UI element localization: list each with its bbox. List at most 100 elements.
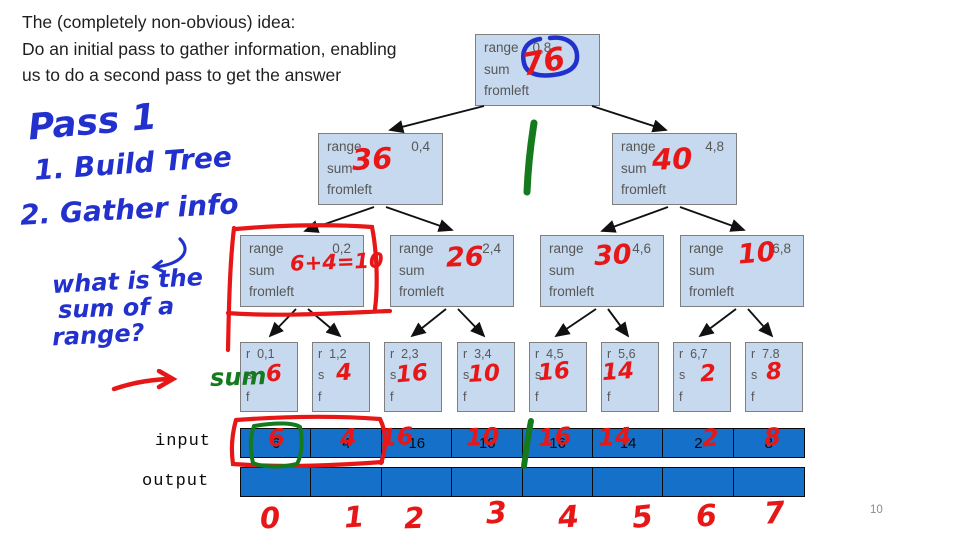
ink-pass1: Pass 1 — [26, 96, 159, 149]
ink-sum-0-2: 6+4=10 — [289, 248, 385, 276]
field-f-label: f — [463, 389, 467, 404]
leaf-node-3-4: r 3,4 s f — [457, 342, 515, 412]
field-fromleft-label: fromleft — [327, 182, 373, 198]
leaf-node-2-3: r 2,3 s f — [384, 342, 442, 412]
leaf-range-value: 6,7 — [690, 347, 708, 361]
leaf-range-value: 5,6 — [618, 347, 636, 361]
field-r-label: r — [318, 347, 323, 361]
ink-input-0: 6 — [266, 423, 286, 453]
output-cell-4 — [521, 467, 594, 497]
field-fromleft-label: fromleft — [399, 284, 445, 300]
ink-step2-gather-info: 2. Gather info — [19, 187, 240, 232]
input-cell-6: 2 — [662, 428, 735, 458]
tree-node-2-4: range 2,4 sum fromleft — [390, 235, 514, 307]
field-range-label: range — [327, 139, 362, 154]
field-fromleft-label: fromleft — [549, 284, 595, 300]
field-sum-label: sum — [327, 160, 353, 176]
ink-sum-0-4: 36 — [351, 140, 394, 178]
output-array-label: output — [142, 472, 210, 491]
tree-node-4-8: range 4,8 sum fromleft — [612, 133, 737, 205]
ink-sum-label: sum — [209, 362, 267, 392]
node-range-value: 2,4 — [482, 241, 501, 256]
field-r-label: r — [246, 347, 251, 361]
title-line-3: us to do a second pass to get the answer — [22, 65, 342, 86]
field-sum-label: sum — [549, 262, 575, 278]
ink-leaf-sum-0: 6 — [265, 360, 283, 388]
green-divider-stroke-tree — [523, 119, 538, 196]
field-r-label: r — [679, 347, 684, 361]
ink-sum-root: 76 — [519, 40, 568, 84]
field-range-label: range — [399, 241, 434, 256]
field-fromleft-label: fromleft — [689, 284, 735, 300]
leaf-range-value: 2,3 — [401, 347, 419, 361]
ink-sum-2-4: 26 — [445, 241, 485, 274]
leaf-range-value: 7.8 — [762, 347, 780, 361]
field-f-label: f — [246, 389, 250, 404]
ink-index-6: 6 — [695, 498, 718, 535]
leaf-range-value: 4,5 — [546, 347, 564, 361]
field-s-label: s — [390, 368, 397, 383]
input-cell-5: 14 — [592, 428, 665, 458]
input-value: 16 — [408, 434, 426, 452]
leaf-range-value: 3,4 — [474, 347, 492, 361]
field-f-label: f — [751, 389, 755, 404]
ink-index-1: 1 — [342, 499, 366, 535]
input-array: 6 4 16 10 16 14 2 8 — [240, 428, 805, 458]
field-s-label: s — [679, 368, 686, 383]
ink-index-2: 2 — [403, 500, 425, 536]
field-sum-label: sum — [689, 262, 715, 278]
node-range-value: 4,6 — [632, 241, 651, 256]
field-s-label: s — [535, 368, 542, 383]
ink-input-7: 8 — [763, 422, 782, 452]
ink-leaf-sum-2: 16 — [394, 359, 430, 389]
ink-sum-4-8: 40 — [651, 141, 693, 177]
input-value: 2 — [694, 434, 703, 452]
field-r-label: r — [535, 347, 540, 361]
ink-input-4: 16 — [537, 421, 573, 453]
field-s-label: s — [463, 368, 470, 383]
field-fromleft-label: fromleft — [484, 83, 530, 99]
leaf-node-1-2: r 1,2 s f — [312, 342, 370, 412]
field-f-label: f — [607, 389, 611, 404]
ink-sum-4-6: 30 — [593, 239, 633, 272]
node-range-value: 0,4 — [411, 139, 430, 154]
ink-input-6: 2 — [701, 423, 720, 453]
input-cell-2: 16 — [380, 428, 453, 458]
ink-leaf-sum-7: 8 — [765, 358, 783, 386]
leaf-node-6-7: r 6,7 s f — [673, 342, 731, 412]
field-f-label: f — [679, 389, 683, 404]
input-value: 16 — [549, 434, 566, 452]
output-cell-1 — [310, 467, 383, 497]
input-cell-3: 10 — [451, 428, 524, 458]
output-cell-2 — [380, 467, 453, 497]
ink-index-0: 0 — [259, 500, 282, 536]
leaf-node-7-8: r 7.8 s f — [745, 342, 803, 412]
ink-leaf-sum-4: 16 — [536, 357, 572, 387]
leaf-range-value: 1,2 — [329, 347, 347, 361]
field-fromleft-label: fromleft — [249, 284, 295, 300]
field-range-label: range — [249, 241, 284, 256]
field-r-label: r — [607, 347, 612, 361]
ink-leaf-sum-1: 4 — [335, 359, 353, 387]
page-number: 10 — [870, 504, 883, 516]
ink-input-2: 16 — [379, 421, 415, 453]
ink-step1-build-tree: 1. Build Tree — [33, 140, 233, 187]
slide-title: The (completely non-obvious) idea: Do an… — [22, 9, 397, 89]
leaf-node-0-1: r 0,1 s f — [240, 342, 298, 412]
leaf-node-5-6: r 5,6 s f — [601, 342, 659, 412]
field-sum-label: sum — [621, 160, 647, 176]
ink-input-5: 14 — [597, 422, 633, 452]
field-sum-label: sum — [249, 262, 275, 278]
input-value: 8 — [764, 434, 774, 452]
ink-input-3: 10 — [465, 422, 500, 452]
field-r-label: r — [390, 347, 395, 361]
leaf-range-value: 0,1 — [257, 347, 275, 361]
field-s-label: s — [751, 368, 758, 383]
ink-leaf-sum-3: 10 — [467, 360, 501, 388]
field-s-label: s — [246, 368, 253, 383]
output-cell-6 — [662, 467, 735, 497]
field-s-label: s — [318, 368, 325, 383]
input-array-label: input — [155, 432, 212, 451]
blue-hook-arrow — [155, 237, 187, 267]
